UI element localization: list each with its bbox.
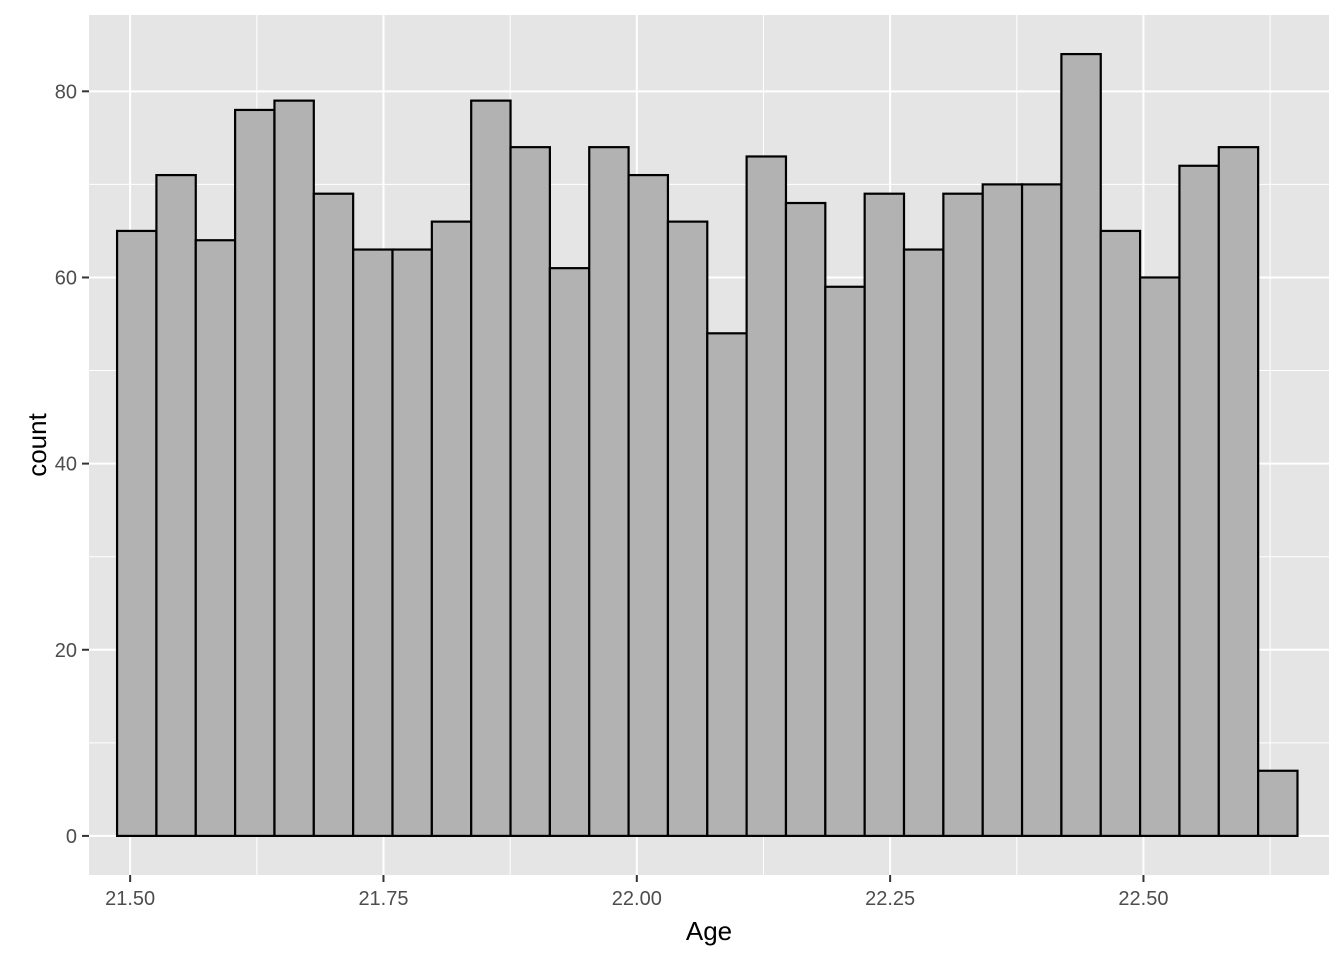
histogram-bar — [312, 192, 355, 838]
histogram-bar — [981, 183, 1024, 838]
histogram-bar — [666, 220, 709, 838]
y-tick-label: 60 — [55, 267, 77, 289]
y-tick-label: 80 — [55, 81, 77, 103]
x-tick-label: 22.50 — [1118, 888, 1168, 910]
histogram-bar — [234, 108, 276, 838]
histogram-bar — [942, 192, 984, 838]
x-tick-label: 21.75 — [358, 888, 408, 910]
histogram-bars — [115, 52, 1299, 838]
histogram-bar — [115, 229, 158, 838]
histogram-bar — [391, 248, 433, 838]
histogram-bar — [1178, 164, 1220, 838]
y-tick-label: 20 — [55, 640, 77, 662]
histogram-bar — [1217, 146, 1260, 838]
histogram-bar — [1060, 52, 1102, 838]
histogram-bar — [1020, 183, 1063, 838]
x-tick-label: 22.25 — [865, 888, 915, 910]
histogram-bar — [1257, 769, 1299, 838]
x-tick-label: 21.50 — [105, 888, 155, 910]
histogram-bar — [627, 173, 670, 838]
histogram-bar — [902, 248, 945, 838]
histogram-bar — [548, 267, 591, 838]
histogram-bar — [1138, 276, 1181, 838]
y-axis: 0 20 40 60 80 — [55, 81, 89, 848]
histogram-bar — [588, 146, 630, 838]
histogram-bar — [194, 239, 237, 838]
histogram-bar — [863, 192, 906, 838]
x-axis-title: Age — [686, 916, 732, 946]
histogram-bar — [784, 201, 827, 838]
histogram-bar — [470, 99, 512, 838]
histogram-bar — [352, 248, 394, 838]
y-tick-label: 0 — [66, 826, 77, 848]
histogram-bar — [824, 285, 866, 838]
histogram-bar — [155, 173, 197, 838]
x-axis: 21.50 21.75 22.00 22.25 22.50 — [105, 875, 1168, 910]
histogram-bar — [745, 155, 788, 838]
histogram-bar — [1099, 229, 1142, 838]
histogram-bar — [706, 332, 748, 838]
x-tick-label: 22.00 — [612, 888, 662, 910]
y-axis-title: count — [22, 412, 52, 476]
y-tick-label: 40 — [55, 454, 77, 476]
histogram-bar — [430, 220, 473, 838]
histogram-bar — [509, 146, 551, 838]
histogram-bar — [273, 99, 315, 838]
